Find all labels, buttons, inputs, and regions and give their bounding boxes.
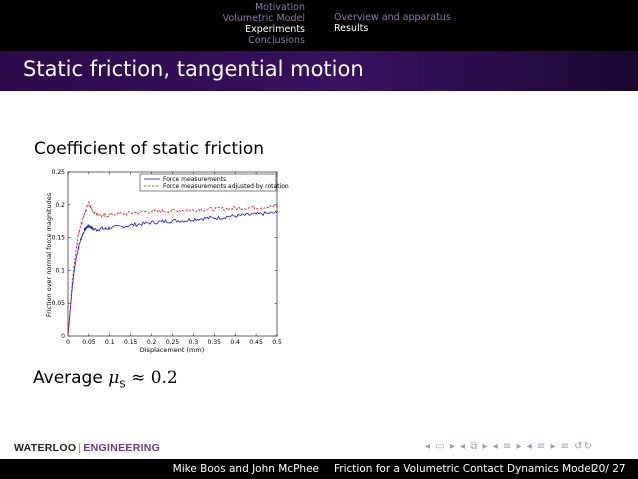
legend-box	[139, 173, 277, 192]
subsection-link-results[interactable]: Results	[334, 23, 369, 34]
y-tick-label: 0.25	[52, 169, 66, 176]
average-statement: Average μS ≈ 0.2	[33, 368, 178, 390]
mu-subscript: S	[119, 379, 126, 391]
y-tick-label: 0.2	[55, 202, 65, 209]
legend-entry: Force measurements	[163, 176, 226, 183]
x-tick-label: 0.5	[272, 339, 282, 346]
x-tick-label: 0.35	[208, 339, 222, 346]
series-adjusted-by-rotation	[67, 200, 278, 337]
section-list: Motivation Volumetric Model Experiments …	[0, 2, 318, 46]
x-axis-label: Displacement (mm)	[140, 346, 205, 354]
average-label: Average	[33, 368, 103, 388]
footer-page-number: 20/ 27	[592, 463, 626, 475]
logo-separator: |	[78, 442, 82, 454]
subsection-link-overview[interactable]: Overview and apparatus	[334, 12, 451, 23]
footer-bar: Mike Boos and John McPhee Friction for a…	[0, 459, 638, 479]
x-tick-label: 0.15	[124, 339, 138, 346]
y-tick-label: 0.15	[52, 235, 66, 242]
x-tick-label: 0.4	[230, 339, 240, 346]
chart-frame	[67, 171, 278, 337]
x-tick-label: 0.45	[249, 339, 263, 346]
navigation-bar: Motivation Volumetric Model Experiments …	[0, 0, 638, 51]
plot-area	[67, 171, 278, 337]
chart-series	[67, 200, 278, 337]
section-link-motivation[interactable]: Motivation	[254, 2, 305, 13]
frame-title: Static friction, tangential motion	[23, 57, 364, 81]
legend-entry: Force measurements adjusted by rotation	[163, 183, 289, 190]
chart-ticks: 0 0.05 0.1 0.15 0.2 0.25 0.3 0.35 0.4 0.45 0.5 0 0.0…	[52, 169, 282, 346]
mu-symbol: μ	[108, 368, 120, 388]
logo-waterloo: WATERLOO	[14, 442, 77, 454]
waterloo-engineering-logo: WATERLOO | ENGINEERING	[14, 442, 160, 454]
x-tick-label: 0.3	[189, 339, 199, 346]
y-tick-label: 0.1	[55, 267, 65, 274]
logo-engineering: ENGINEERING	[83, 442, 161, 454]
section-heading: Coefficient of static friction	[34, 139, 265, 159]
y-axis-label: Friction over normal force magnitudes	[45, 192, 53, 317]
x-tick-label: 0.25	[166, 339, 180, 346]
footer-title: Friction for a Volumetric Contact Dynami…	[334, 463, 594, 475]
y-tick-label: 0.05	[52, 300, 66, 307]
series-force-measurements	[67, 210, 278, 337]
y-tick-label: 0	[61, 333, 65, 340]
section-link-conclusions[interactable]: Conclusions	[248, 35, 305, 46]
section-link-volumetric-model[interactable]: Volumetric Model	[222, 13, 305, 24]
frame-title-bar: Static friction, tangential motion	[0, 51, 638, 91]
average-value: ≈ 0.2	[131, 368, 178, 388]
x-tick-label: 0.2	[147, 339, 157, 346]
section-link-experiments[interactable]: Experiments	[245, 24, 305, 35]
footer-authors: Mike Boos and John McPhee	[172, 463, 319, 475]
beamer-navigation-icons[interactable]: ◂ ▭ ▸ ◂ ⧉ ▸ ◂ ≡ ▸ ◂ ≡ ▸ ≡ ↺↻	[425, 441, 593, 452]
subsection-list: Overview and apparatus Results	[334, 12, 451, 34]
x-tick-label: 0.1	[105, 339, 115, 346]
x-tick-label: 0.05	[82, 339, 96, 346]
x-tick-label: 0	[66, 339, 70, 346]
